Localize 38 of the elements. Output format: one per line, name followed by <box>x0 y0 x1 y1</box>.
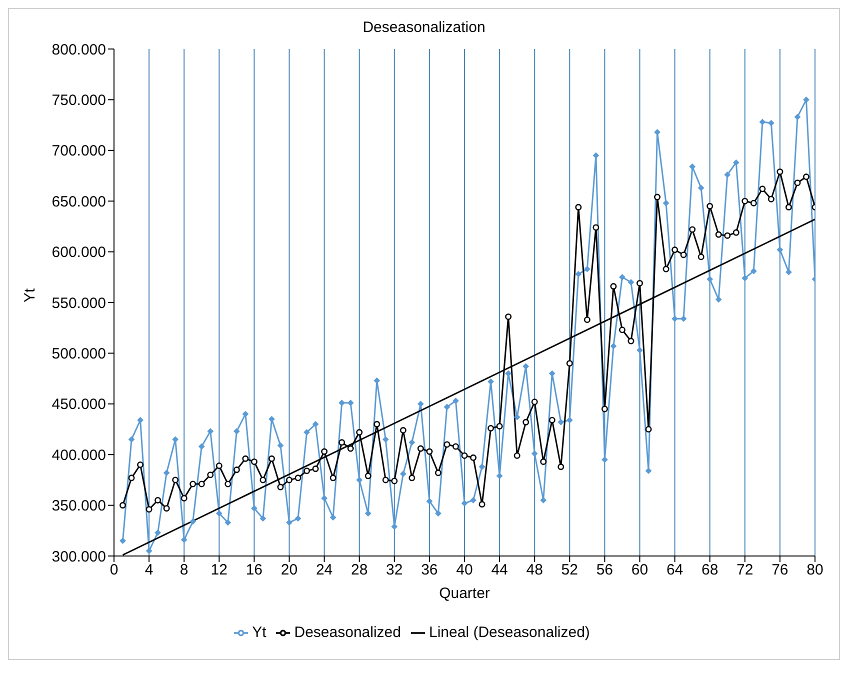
y-tick-label: 750.000 <box>52 92 106 110</box>
x-tick-label: 16 <box>246 562 263 579</box>
x-tick-label: 64 <box>666 562 684 579</box>
x-tick-label: 52 <box>561 562 578 579</box>
y-tick-label: 550.000 <box>52 294 106 312</box>
x-tick-label: 20 <box>280 562 298 579</box>
y-tick-label: 450.000 <box>52 396 106 414</box>
x-tick-label: 24 <box>316 562 333 579</box>
x-tick-label: 48 <box>526 562 543 579</box>
x-tick-label: 8 <box>180 562 188 579</box>
x-tick-label: 4 <box>144 562 154 579</box>
y-tick-label: 800.000 <box>52 41 106 58</box>
x-tick-label: 36 <box>421 562 438 579</box>
x-tick-label: 40 <box>456 562 473 579</box>
x-tick-label: 72 <box>736 562 754 579</box>
y-axis-title: Yt <box>21 287 38 302</box>
y-tick-label: 300.000 <box>52 548 106 566</box>
x-tick-label: 60 <box>631 562 648 579</box>
x-tick-label: 68 <box>702 562 718 579</box>
chart-title: Deseasonalization <box>362 18 486 38</box>
y-tick-label: 350.000 <box>52 498 106 515</box>
x-axis-title: Quarter <box>439 585 490 602</box>
x-tick-label: 80 <box>806 562 824 579</box>
y-tick-label: 650.000 <box>52 193 106 210</box>
y-tick-label: 400.000 <box>52 446 106 464</box>
x-tick-label: 12 <box>210 562 228 579</box>
legend-label: Lineal (Deseasonalized) <box>429 624 590 641</box>
x-tick-label: 28 <box>351 562 368 579</box>
y-tick-label: 600.000 <box>52 244 106 262</box>
x-tick-label: 32 <box>386 562 403 579</box>
legend-label: Deseasonalized <box>294 624 401 641</box>
x-tick-label: 56 <box>596 562 614 579</box>
y-tick-label: 500.000 <box>52 346 106 363</box>
x-tick-label: 0 <box>110 562 118 579</box>
x-tick-label: 44 <box>491 562 508 579</box>
y-tick-label: 700.000 <box>52 142 106 160</box>
legend-label: Yt <box>252 624 266 641</box>
x-tick-label: 76 <box>772 562 788 579</box>
